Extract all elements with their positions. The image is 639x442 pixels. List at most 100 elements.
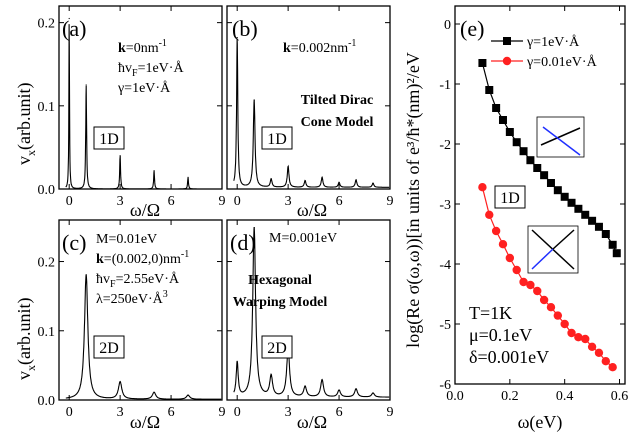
y-tick-label: 0.1 bbox=[38, 100, 56, 115]
series-point bbox=[485, 210, 494, 219]
superscript: -1 bbox=[348, 38, 356, 49]
dirac-cone-inset bbox=[527, 225, 579, 274]
series-point bbox=[567, 198, 576, 207]
peak-point bbox=[355, 388, 357, 390]
x-tick-label: 0 bbox=[66, 405, 73, 420]
x-tick-label: 6 bbox=[336, 194, 343, 209]
panel-label: (b) bbox=[232, 16, 258, 41]
series-point bbox=[539, 295, 549, 305]
x-tick-label: 9 bbox=[387, 405, 394, 420]
plot-frame bbox=[58, 5, 223, 190]
annotation-line: M=0.001eV bbox=[269, 231, 337, 246]
y-axis-label: log(Re σ(ω,ω))[in units of e³/ħ*(nm)²/eV bbox=[403, 52, 424, 348]
plot-frame bbox=[226, 219, 391, 401]
x-tick-label: 0.6 bbox=[611, 389, 629, 404]
peak-point bbox=[236, 362, 238, 364]
series-point bbox=[519, 277, 528, 287]
panel-a: 0 3 6 90.00.10.2 (a)k=0nm-1ħvF=1eV·Åγ=1eV·Å1… bbox=[38, 5, 226, 209]
superscript: -1 bbox=[159, 38, 167, 49]
text: =0nm bbox=[126, 41, 159, 56]
series-point bbox=[594, 348, 604, 357]
x-tick-label: 0 bbox=[234, 194, 241, 209]
series-point bbox=[533, 286, 542, 296]
x-tick-label: 0.0 bbox=[446, 389, 464, 404]
legend-marker bbox=[503, 37, 511, 45]
annotation-line: k=0.002nm-1 bbox=[283, 38, 356, 56]
series-point bbox=[505, 128, 514, 136]
peak-point bbox=[270, 375, 272, 378]
dimension-box bbox=[494, 185, 526, 209]
band-line bbox=[552, 229, 575, 250]
band-line bbox=[542, 126, 581, 156]
series-point bbox=[491, 226, 501, 236]
series-point bbox=[574, 204, 583, 213]
peak-point bbox=[372, 182, 374, 184]
series-point bbox=[560, 192, 569, 201]
text: =(0.002,0)nm bbox=[104, 252, 181, 267]
y-tick-label: -4 bbox=[439, 258, 451, 273]
x-tick-label: 0 bbox=[234, 405, 241, 420]
series-point bbox=[608, 363, 617, 372]
annotation-line: λ=250eV·Å3 bbox=[96, 289, 168, 307]
peak-point bbox=[270, 178, 272, 180]
y-tick-label: -5 bbox=[439, 318, 451, 333]
dimension-label: 1D bbox=[267, 131, 287, 148]
panels: 0 3 6 90.00.10.2 (a)k=0nm-1ħvF=1eV·Åγ=1eV·Å1… bbox=[38, 5, 629, 433]
x-tick-label: 6 bbox=[336, 405, 343, 420]
spectrum-line bbox=[65, 274, 222, 400]
spectrum-line bbox=[233, 227, 390, 398]
dimension-label: 2D bbox=[267, 340, 287, 357]
peak-point bbox=[253, 99, 255, 101]
plot-frame bbox=[226, 5, 391, 190]
y-tick-label: 0.1 bbox=[38, 325, 56, 340]
series-point bbox=[512, 138, 521, 147]
dimension-box bbox=[261, 335, 293, 359]
xlabel-a: ω/Ω bbox=[130, 200, 160, 220]
peak-point bbox=[287, 165, 289, 168]
peak-point bbox=[236, 37, 238, 39]
series-point bbox=[540, 171, 549, 180]
y-tick-label: 0.0 bbox=[38, 394, 56, 409]
x-tick-label: 3 bbox=[117, 405, 124, 420]
panel-label: (e) bbox=[460, 16, 484, 41]
x-tick-label: 9 bbox=[219, 405, 226, 420]
dimension-label: 2D bbox=[99, 340, 119, 357]
xlabel-d: ω/Ω bbox=[297, 412, 327, 432]
y-tick-label: -6 bbox=[439, 378, 451, 393]
series-point bbox=[546, 303, 556, 312]
model-label: Hexagonal bbox=[248, 273, 312, 288]
ylabel-v: v bbox=[14, 156, 34, 165]
text: =1eV·Å bbox=[138, 60, 185, 76]
series-point bbox=[553, 311, 563, 320]
subscript: F bbox=[132, 68, 138, 79]
series-point bbox=[478, 183, 487, 192]
peak-point bbox=[187, 394, 189, 396]
annotation-line: k=0nm-1 bbox=[118, 38, 167, 56]
x-tick-label: 3 bbox=[285, 405, 292, 420]
band-line bbox=[531, 248, 554, 270]
y-tick-label: 0.2 bbox=[38, 256, 56, 271]
series-point bbox=[601, 357, 611, 366]
series-point bbox=[546, 179, 555, 187]
superscript: 3 bbox=[163, 289, 168, 300]
y-tick-label: 0.0 bbox=[38, 183, 56, 198]
text: γ=1eV·Å bbox=[117, 80, 171, 96]
y-tick-label: -1 bbox=[439, 78, 451, 93]
legend-label: γ=1eV·Å bbox=[526, 34, 580, 50]
series-point bbox=[526, 280, 535, 290]
model-label: Tilted Dirac bbox=[301, 93, 373, 108]
x-tick-label: 3 bbox=[285, 194, 292, 209]
plot-frame bbox=[454, 5, 626, 385]
x-tick-label: 3 bbox=[117, 194, 124, 209]
x-tick-label: 0 bbox=[66, 194, 73, 209]
series-point bbox=[594, 222, 603, 231]
legend-marker bbox=[502, 56, 512, 66]
panel-label: (a) bbox=[62, 16, 86, 41]
series-point bbox=[553, 186, 562, 195]
x-tick-label: 9 bbox=[387, 194, 394, 209]
annotation-line: ħvF=1eV·Å bbox=[118, 60, 184, 79]
series-point bbox=[588, 216, 597, 225]
legend-label: γ=0.01eV·Å bbox=[526, 54, 598, 70]
dimension-label: 1D bbox=[500, 190, 520, 207]
